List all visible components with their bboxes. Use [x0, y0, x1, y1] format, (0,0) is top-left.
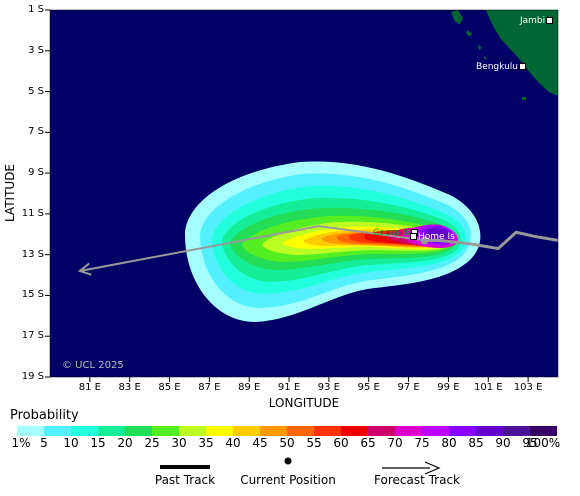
- scale-swatch: [71, 426, 98, 436]
- x-axis-title: LONGITUDE: [268, 396, 340, 410]
- scale-swatch: [44, 426, 71, 436]
- scale-tick-label: 60: [333, 436, 349, 450]
- scale-swatch: [125, 426, 152, 436]
- y-tick-label: 7 S: [28, 126, 44, 138]
- y-axis-title: LATITUDE: [3, 163, 17, 223]
- scale-swatch: [260, 426, 287, 436]
- x-tick-label: 103 E: [513, 382, 543, 393]
- jambi-marker: [546, 17, 554, 24]
- scale-tick-label: 20: [117, 436, 133, 450]
- legend-title: Probability: [10, 408, 79, 423]
- home-marker: [410, 233, 417, 240]
- place-home: Home Is: [410, 232, 455, 242]
- scale-tick-label: 55: [306, 436, 322, 450]
- scale-swatch: [503, 426, 530, 436]
- scale-swatch: [476, 426, 503, 436]
- x-tick-label: 87 E: [198, 382, 221, 393]
- x-tick-label: 97 E: [397, 382, 420, 393]
- scale-tick-label: 95: [522, 436, 538, 450]
- scale-swatch: [530, 426, 557, 436]
- place-jambi: Jambi: [520, 16, 554, 26]
- scale-swatch: [98, 426, 125, 436]
- land-islands-north: [451, 10, 487, 60]
- scale-tick-label: 10: [63, 436, 79, 450]
- x-tick-label: 91 E: [277, 382, 301, 393]
- scale-swatch: [314, 426, 341, 436]
- scale-tick-label: 85: [468, 436, 484, 450]
- scale-swatch: [17, 426, 44, 436]
- legend-past-track-label: Past Track: [154, 473, 216, 487]
- scale-tick-label: 40: [225, 436, 241, 450]
- x-tick-marks: [89, 377, 529, 382]
- legend-current-position-label: Current Position: [240, 473, 336, 487]
- scale-tick-label: 35: [198, 436, 214, 450]
- scale-tick-label: 15: [90, 436, 106, 450]
- scale-tick-label: 100%: [525, 436, 561, 450]
- scale-swatch: [152, 426, 179, 436]
- scale-tick-label: 70: [387, 436, 403, 450]
- place-bengkulu: Bengkulu: [476, 62, 526, 72]
- scale-swatch: [179, 426, 206, 436]
- y-tick-label: 15 S: [21, 289, 44, 301]
- bengkulu-marker: [518, 63, 526, 70]
- x-tick-label: 101 E: [473, 382, 503, 393]
- scale-swatch: [395, 426, 422, 436]
- y-tick-label: 13 S: [21, 248, 44, 260]
- y-tick-label: 11 S: [21, 207, 44, 219]
- y-tick-label: 9 S: [28, 167, 44, 179]
- y-tick-label: 5 S: [28, 85, 44, 97]
- scale-tick-label: 75: [414, 436, 430, 450]
- x-tick-label: 89 E: [238, 382, 261, 393]
- land-island-south: [522, 97, 526, 100]
- contour-85: [425, 228, 451, 243]
- x-tick-label: 81 E: [78, 382, 101, 393]
- forecast-track-line: [79, 225, 425, 272]
- legend-forecast-track-label: Forecast Track: [374, 473, 460, 487]
- y-tick-label: 3 S: [28, 44, 44, 56]
- legend-forecast-arrowhead: [424, 461, 441, 475]
- scale-tick-label: 5: [40, 436, 48, 450]
- x-tick-label: 93 E: [317, 382, 341, 393]
- plot-frame: [49, 9, 559, 378]
- probability-scale: [17, 426, 557, 436]
- scale-tick-label: 80: [441, 436, 457, 450]
- past-track-line: [424, 230, 558, 251]
- scale-swatch: [341, 426, 368, 436]
- scale-tick-label: 30: [171, 436, 187, 450]
- scale-tick-label: 45: [252, 436, 268, 450]
- scale-swatch: [368, 426, 395, 436]
- land-sumatra: [486, 10, 558, 96]
- copyright: © UCL 2025: [62, 360, 124, 371]
- scale-swatch: [287, 426, 314, 436]
- y-tick-marks: [45, 9, 50, 378]
- scale-tick-label: 1%: [11, 436, 31, 450]
- forecast-track-arrowhead: [77, 262, 92, 276]
- y-tick-label: 19 S: [21, 371, 44, 382]
- x-tick-label: 99 E: [437, 382, 460, 393]
- scale-swatch: [449, 426, 476, 436]
- scale-tick-label: 25: [144, 436, 160, 450]
- scale-tick-label: 65: [360, 436, 376, 450]
- scale-tick-label: 90: [495, 436, 511, 450]
- scale-swatch: [422, 426, 449, 436]
- y-tick-label: 17 S: [21, 330, 44, 342]
- scale-swatch: [233, 426, 260, 436]
- y-tick-label: 1 S: [28, 4, 44, 15]
- scale-swatch: [206, 426, 233, 436]
- x-tick-label: 85 E: [158, 382, 181, 393]
- scale-tick-label: 50: [279, 436, 295, 450]
- x-tick-label: 83 E: [118, 382, 141, 393]
- legend-current-position-dot: [284, 457, 292, 465]
- current-position-marker: [420, 236, 429, 245]
- x-tick-label: 95 E: [357, 382, 380, 393]
